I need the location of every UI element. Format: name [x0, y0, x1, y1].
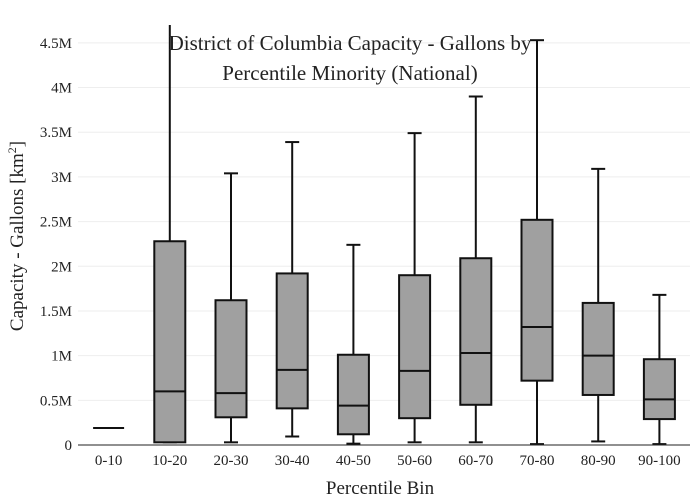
box-body — [214, 299, 248, 419]
box-body — [336, 353, 370, 436]
box-90-100 — [642, 293, 676, 446]
box-body — [520, 218, 554, 382]
box-30-40 — [275, 141, 309, 438]
x-tick-label: 20-30 — [214, 453, 249, 469]
x-tick-label: 30-40 — [275, 453, 310, 469]
x-tick-label: 80-90 — [581, 453, 616, 469]
x-tick-label: 0-10 — [95, 453, 123, 469]
box-10-20 — [153, 25, 187, 444]
y-tick-label: 2M — [51, 259, 72, 275]
box-70-80 — [520, 39, 554, 446]
x-tick-label: 90-100 — [638, 453, 681, 469]
box-body — [398, 274, 432, 420]
box-body — [642, 358, 676, 421]
box-body — [581, 301, 615, 396]
y-tick-label: 1.5M — [40, 304, 72, 320]
y-axis-label-superscript: 2 — [5, 147, 19, 153]
x-tick-label: 60-70 — [458, 453, 493, 469]
y-tick-label: 4.5M — [40, 36, 72, 52]
x-tick-labels: 0-10 10-20 20-30 30-40 40-50 50-60 60-70 70-80 8… — [95, 453, 681, 469]
x-tick-label: 40-50 — [336, 453, 371, 469]
y-tick-label: 3M — [51, 170, 72, 186]
chart-title-line-1: District of Columbia Capacity - Gallons … — [169, 31, 532, 55]
x-tick-label: 10-20 — [152, 453, 187, 469]
box-80-90 — [581, 167, 615, 443]
y-tick-label: 1M — [51, 349, 72, 365]
y-tick-label: 4M — [51, 81, 72, 97]
y-axis-label: Capacity - Gallons [km2] — [5, 141, 28, 331]
y-axis-label-main: Capacity - Gallons [km — [7, 153, 28, 331]
y-tick-label: 2.5M — [40, 215, 72, 231]
y-tick-label: 3.5M — [40, 125, 72, 141]
y-tick-label: 0 — [65, 438, 73, 454]
x-tick-label: 70-80 — [520, 453, 555, 469]
box-body — [459, 257, 493, 406]
box-body — [153, 240, 187, 444]
box-20-30 — [214, 172, 248, 444]
x-axis-label: Percentile Bin — [326, 478, 435, 499]
box-40-50 — [336, 243, 370, 445]
boxes-layer — [93, 25, 676, 446]
box-body — [275, 272, 309, 410]
box-50-60 — [398, 132, 432, 444]
y-tick-labels: 0 0.5M 1M 1.5M 2M 2.5M 3M 3.5M 4M 4.5M — [40, 36, 72, 454]
y-axis-label-end: ] — [7, 141, 28, 147]
box-60-70 — [459, 95, 493, 444]
chart-title-line-2: Percentile Minority (National) — [222, 61, 477, 85]
y-tick-label: 0.5M — [40, 393, 72, 409]
x-tick-label: 50-60 — [397, 453, 432, 469]
